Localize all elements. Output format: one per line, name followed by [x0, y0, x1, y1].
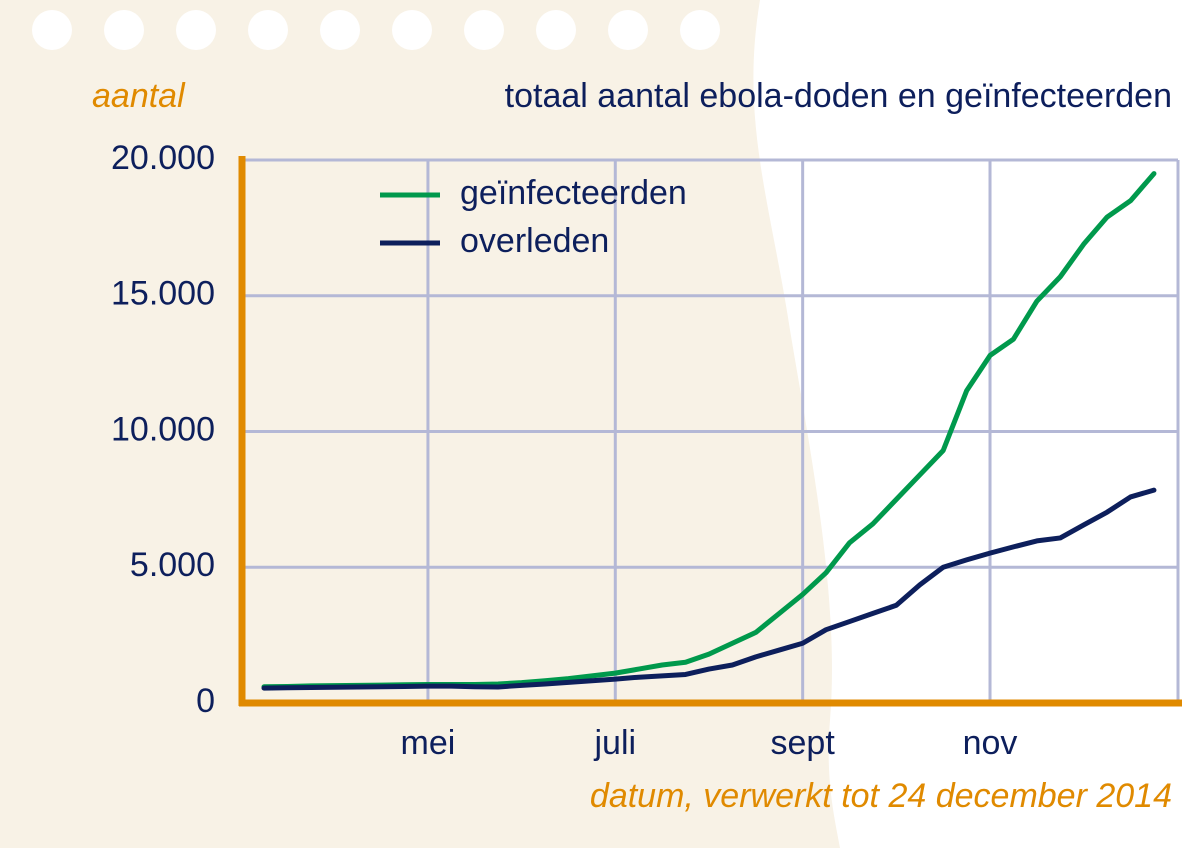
grid: [242, 158, 1180, 705]
paper-background: [0, 0, 840, 848]
y-tick-label: 15.000: [111, 275, 215, 313]
y-tick-label: 10.000: [111, 410, 215, 448]
notebook-holes: [32, 10, 720, 50]
x-tick-label: sept: [771, 724, 836, 762]
x-tick-label: mei: [401, 724, 456, 762]
chart-title: totaal aantal ebola-doden en geïnfecteer…: [505, 77, 1172, 115]
x-axis-label: datum, verwerkt tot 24 december 2014: [590, 777, 1172, 815]
data-line: [261, 487, 1157, 691]
y-tick-label: 0: [196, 682, 215, 720]
legend-label: overleden: [460, 222, 609, 260]
y-tick-label: 5.000: [130, 546, 215, 584]
y-tick-label: 20.000: [111, 139, 215, 177]
plot: 0 5.000 10.000 15.000 20.000 mei juli sept nov ge…: [111, 139, 1182, 762]
x-tick-label: nov: [963, 724, 1018, 762]
y-axis-label: aantal: [92, 77, 186, 115]
x-tick-label: juli: [594, 724, 637, 762]
legend-label: geïnfecteerden: [460, 174, 687, 212]
